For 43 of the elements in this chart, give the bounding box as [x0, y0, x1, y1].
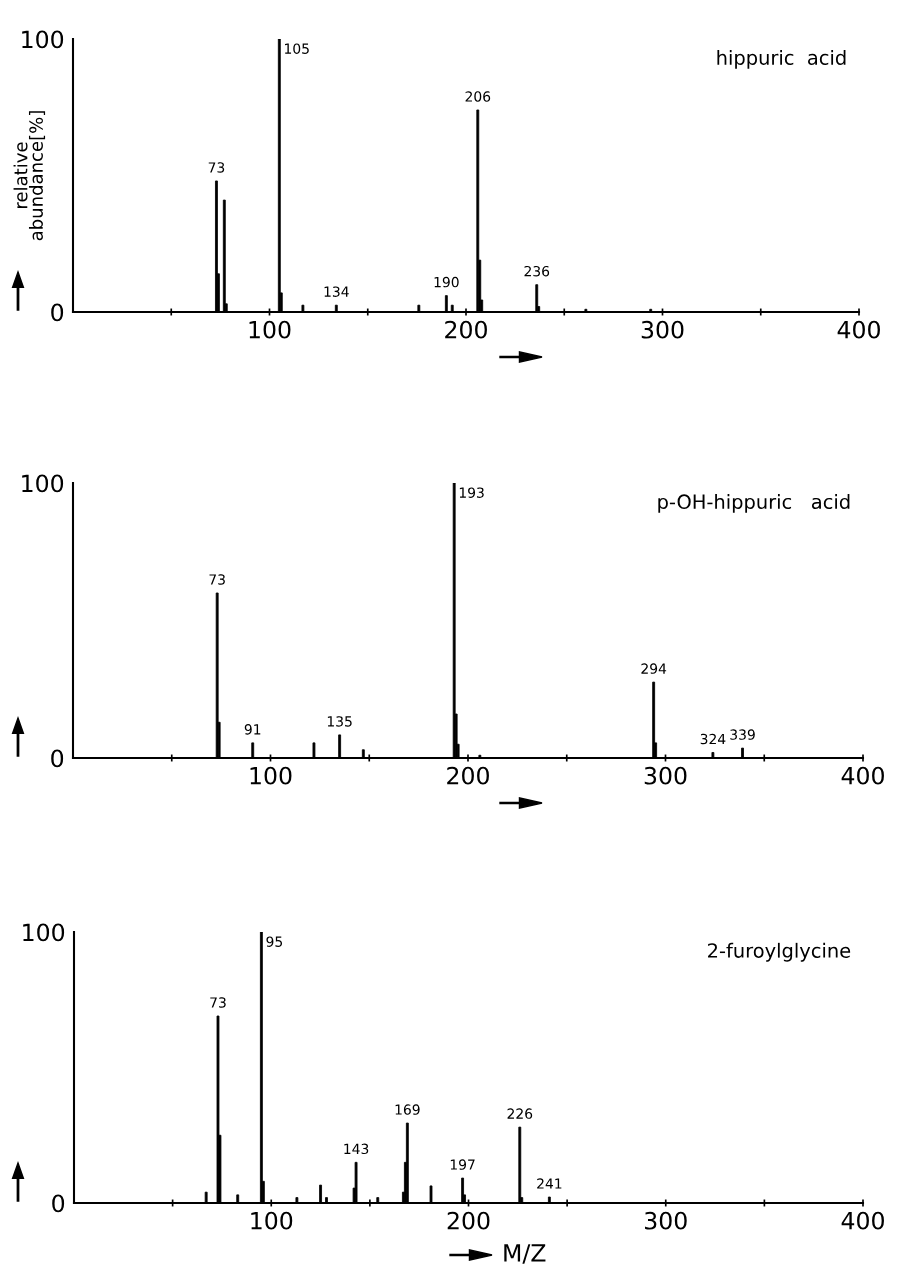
annotation: 190: [434, 276, 459, 288]
annotation: 73: [209, 574, 225, 585]
annotation: 339: [730, 729, 755, 740]
text: p-OH-hippuric acid: [658, 494, 850, 513]
annotation: 135: [327, 716, 352, 727]
x-tick-label: 200: [445, 320, 487, 339]
annotation: 73: [208, 162, 225, 173]
annotation: 169: [395, 1104, 420, 1115]
y-tick-label: 0: [51, 303, 64, 322]
x-tick-label: 100: [249, 320, 291, 339]
annotation: 206: [465, 91, 491, 102]
y-tick-label: 0: [52, 1194, 65, 1213]
x-tick-label: 200: [447, 1211, 490, 1230]
annotation: 143: [344, 1143, 369, 1155]
annotation: 324: [700, 733, 726, 745]
y-tick-label: 100: [22, 474, 64, 493]
annotation: 91: [244, 724, 261, 735]
x-tick-label: 300: [645, 1211, 687, 1230]
text: hippuric acid: [717, 49, 846, 69]
x-tick-label: 400: [837, 320, 880, 339]
x-axis-title: M/Z: [504, 1244, 546, 1264]
x-tick-label: 300: [641, 320, 684, 339]
x-tick-label: 400: [841, 1211, 884, 1230]
annotation: 294: [641, 663, 667, 674]
annotation: 105: [285, 43, 309, 54]
x-tick-label: 100: [251, 1211, 293, 1230]
annotation: 226: [507, 1108, 533, 1119]
annotation: 197: [450, 1159, 475, 1170]
annotation: 134: [324, 286, 349, 297]
annotation: 236: [524, 265, 550, 277]
y-tick-label: 100: [22, 30, 64, 49]
x-tick-label: 100: [250, 766, 292, 785]
x-tick-label: 200: [447, 766, 489, 785]
x-tick-label: 300: [644, 766, 687, 785]
y-tick-label: 0: [51, 749, 64, 768]
annotation: 241: [537, 1178, 562, 1189]
annotation: 193: [459, 487, 484, 498]
annotation: 95: [266, 936, 283, 947]
y-axis-title: relative abundance[%]: [13, 111, 46, 241]
annotation: 73: [210, 997, 226, 1008]
text: 2-furoylglycine: [708, 942, 851, 962]
x-tick-label: 400: [841, 766, 884, 785]
y-tick-label: 100: [23, 923, 65, 942]
